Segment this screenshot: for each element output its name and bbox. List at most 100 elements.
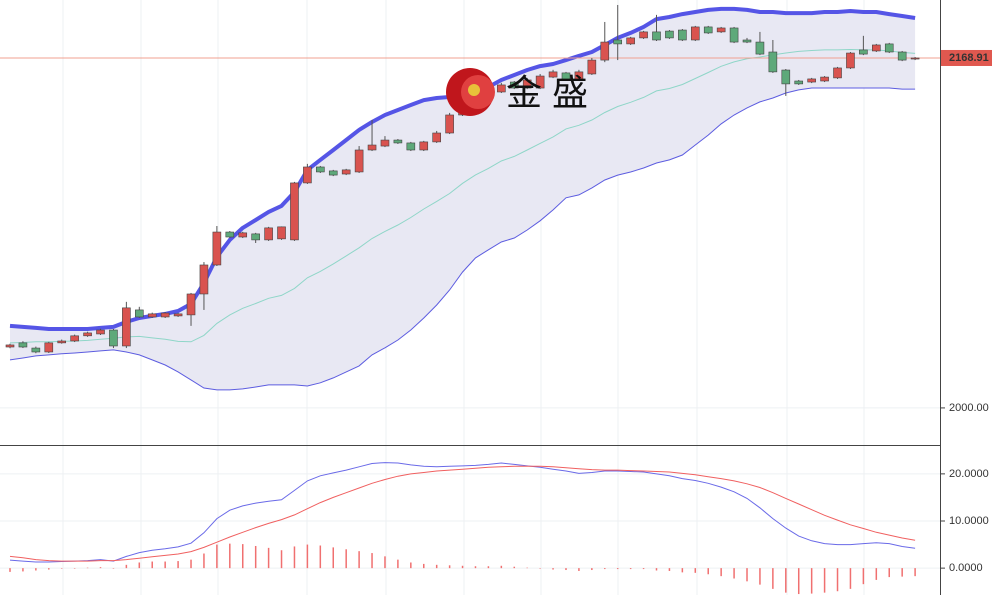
- macd-histogram-bar: [60, 568, 63, 569]
- macd-histogram-bar: [797, 568, 800, 595]
- candle-body: [31, 347, 41, 353]
- candle-body: [212, 231, 222, 266]
- candle-body: [83, 332, 92, 337]
- macd-histogram-bar: [73, 568, 76, 569]
- band-lower: [9, 87, 916, 391]
- candle-body: [833, 67, 842, 79]
- y-tick-label: 2000.00: [949, 402, 989, 414]
- macd-histogram-bar: [293, 546, 296, 569]
- macd-histogram-bar: [823, 568, 826, 593]
- band-fill: [10, 8, 916, 390]
- macd-histogram-bar: [655, 568, 658, 571]
- candle-body: [884, 43, 894, 53]
- macd-histogram-bar: [461, 565, 464, 569]
- macd-histogram-bar: [384, 556, 386, 569]
- macd-histogram-bar: [22, 568, 24, 572]
- candle-body: [380, 139, 390, 147]
- candle-body: [497, 84, 506, 93]
- macd-histogram-bar: [772, 568, 774, 589]
- candle-body: [328, 170, 338, 176]
- last-price-tag: [941, 49, 992, 66]
- macd-histogram-bar: [810, 568, 813, 594]
- y-tick-label: 20.0000: [949, 468, 989, 480]
- candle-body: [716, 27, 726, 33]
- candle-body: [419, 141, 429, 151]
- macd-histogram-bar: [849, 568, 852, 589]
- candle-body: [303, 166, 312, 184]
- candle-body: [251, 233, 260, 241]
- candle-body: [910, 57, 920, 60]
- candle-body: [639, 31, 648, 39]
- candle-body: [173, 313, 183, 317]
- candle-body: [44, 342, 54, 353]
- macd-histogram-bar: [914, 568, 916, 577]
- candle-body: [872, 44, 881, 52]
- y-tick-label: 0.0000: [949, 562, 983, 574]
- candle-body: [794, 80, 804, 85]
- candle-body: [587, 59, 597, 75]
- macd-histogram-bar: [474, 566, 477, 569]
- macd-histogram-bar: [164, 561, 166, 569]
- macd-histogram-bar: [759, 568, 761, 585]
- macd-histogram-bar: [371, 553, 373, 569]
- candle-body: [652, 31, 661, 41]
- candle-body: [729, 27, 739, 43]
- macd-histogram-bar: [552, 568, 554, 570]
- candle-body: [406, 142, 416, 151]
- candle-body: [341, 169, 351, 175]
- macd-histogram-bar: [862, 568, 865, 585]
- candle-body: [432, 132, 441, 143]
- candle-body: [5, 344, 15, 348]
- candle-body: [186, 293, 196, 316]
- candle-body: [742, 39, 752, 43]
- macd-histogram-bar: [435, 564, 438, 569]
- macd-histogram-bar: [319, 545, 322, 569]
- macd-histogram-bar: [138, 562, 141, 569]
- candle-body: [690, 26, 700, 41]
- macd-histogram-bar: [423, 563, 425, 569]
- candle-body: [109, 329, 118, 347]
- candle-body: [354, 149, 364, 173]
- macd-histogram-bar: [539, 568, 541, 569]
- candle-body: [238, 232, 248, 238]
- candle-body: [535, 75, 545, 89]
- candle-body: [509, 81, 519, 89]
- macd-histogram-bar: [190, 559, 192, 569]
- macd-histogram-bar: [578, 568, 580, 571]
- macd-histogram-bar: [668, 568, 671, 571]
- candle-body: [755, 41, 765, 55]
- candle-body: [600, 41, 610, 61]
- candle-body: [561, 72, 571, 81]
- candle-body: [522, 79, 532, 89]
- macd-histogram-bar: [241, 544, 244, 569]
- watermark: 金盛: [506, 73, 598, 114]
- macd-histogram-bar: [487, 566, 490, 569]
- macd-histogram-bar: [177, 561, 179, 569]
- candle-body: [781, 69, 791, 85]
- candle-body: [96, 329, 105, 335]
- candle-body: [225, 231, 235, 238]
- macd-histogram-bar: [332, 547, 334, 569]
- macd-histogram-bar: [280, 550, 283, 569]
- candle-body: [807, 78, 816, 83]
- candle-body: [57, 340, 67, 344]
- macd-dea-line: [9, 465, 916, 562]
- y-tick-label: 10.0000: [949, 515, 989, 527]
- macd-histogram-bar: [358, 551, 360, 569]
- candle-body: [626, 37, 635, 45]
- macd-histogram-bar: [306, 544, 309, 569]
- macd-histogram-bar: [785, 568, 787, 593]
- macd-histogram-bar: [875, 568, 878, 580]
- band-middle: [9, 48, 916, 344]
- candle-body: [846, 52, 855, 69]
- candle-body: [897, 51, 907, 61]
- macd-histogram-bar: [345, 549, 347, 569]
- macd-dif-line: [9, 462, 916, 563]
- candle-body: [264, 227, 273, 241]
- macd-histogram-bar: [642, 568, 645, 570]
- candle-body: [147, 313, 157, 318]
- candle-body: [703, 26, 713, 34]
- macd-histogram-bar: [410, 562, 412, 569]
- macd-histogram-bar: [720, 568, 722, 577]
- candle-body: [122, 307, 131, 347]
